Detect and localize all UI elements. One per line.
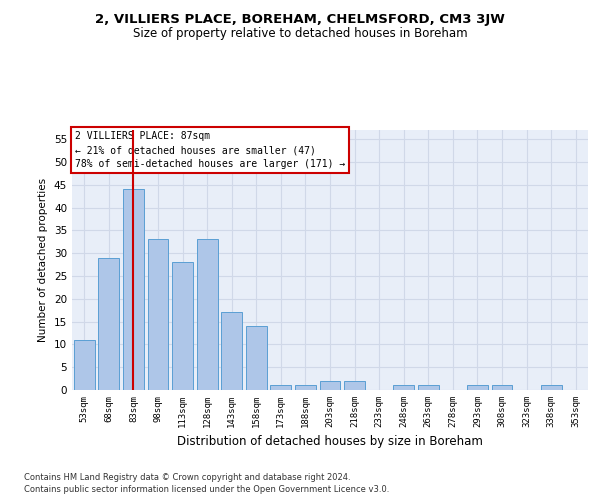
Bar bbox=[467, 386, 488, 390]
Bar bbox=[98, 258, 119, 390]
Text: Contains public sector information licensed under the Open Government Licence v3: Contains public sector information licen… bbox=[24, 485, 389, 494]
X-axis label: Distribution of detached houses by size in Boreham: Distribution of detached houses by size … bbox=[177, 436, 483, 448]
Bar bbox=[491, 386, 512, 390]
Bar bbox=[197, 240, 218, 390]
Bar bbox=[271, 386, 292, 390]
Bar bbox=[393, 386, 414, 390]
Bar bbox=[418, 386, 439, 390]
Text: 2 VILLIERS PLACE: 87sqm
← 21% of detached houses are smaller (47)
78% of semi-de: 2 VILLIERS PLACE: 87sqm ← 21% of detache… bbox=[74, 132, 345, 170]
Bar bbox=[123, 190, 144, 390]
Bar bbox=[148, 240, 169, 390]
Y-axis label: Number of detached properties: Number of detached properties bbox=[38, 178, 49, 342]
Bar bbox=[172, 262, 193, 390]
Bar bbox=[320, 381, 340, 390]
Bar bbox=[295, 386, 316, 390]
Bar bbox=[74, 340, 95, 390]
Text: 2, VILLIERS PLACE, BOREHAM, CHELMSFORD, CM3 3JW: 2, VILLIERS PLACE, BOREHAM, CHELMSFORD, … bbox=[95, 12, 505, 26]
Text: Size of property relative to detached houses in Boreham: Size of property relative to detached ho… bbox=[133, 28, 467, 40]
Bar bbox=[541, 386, 562, 390]
Bar bbox=[246, 326, 267, 390]
Bar bbox=[221, 312, 242, 390]
Text: Contains HM Land Registry data © Crown copyright and database right 2024.: Contains HM Land Registry data © Crown c… bbox=[24, 472, 350, 482]
Bar bbox=[344, 381, 365, 390]
